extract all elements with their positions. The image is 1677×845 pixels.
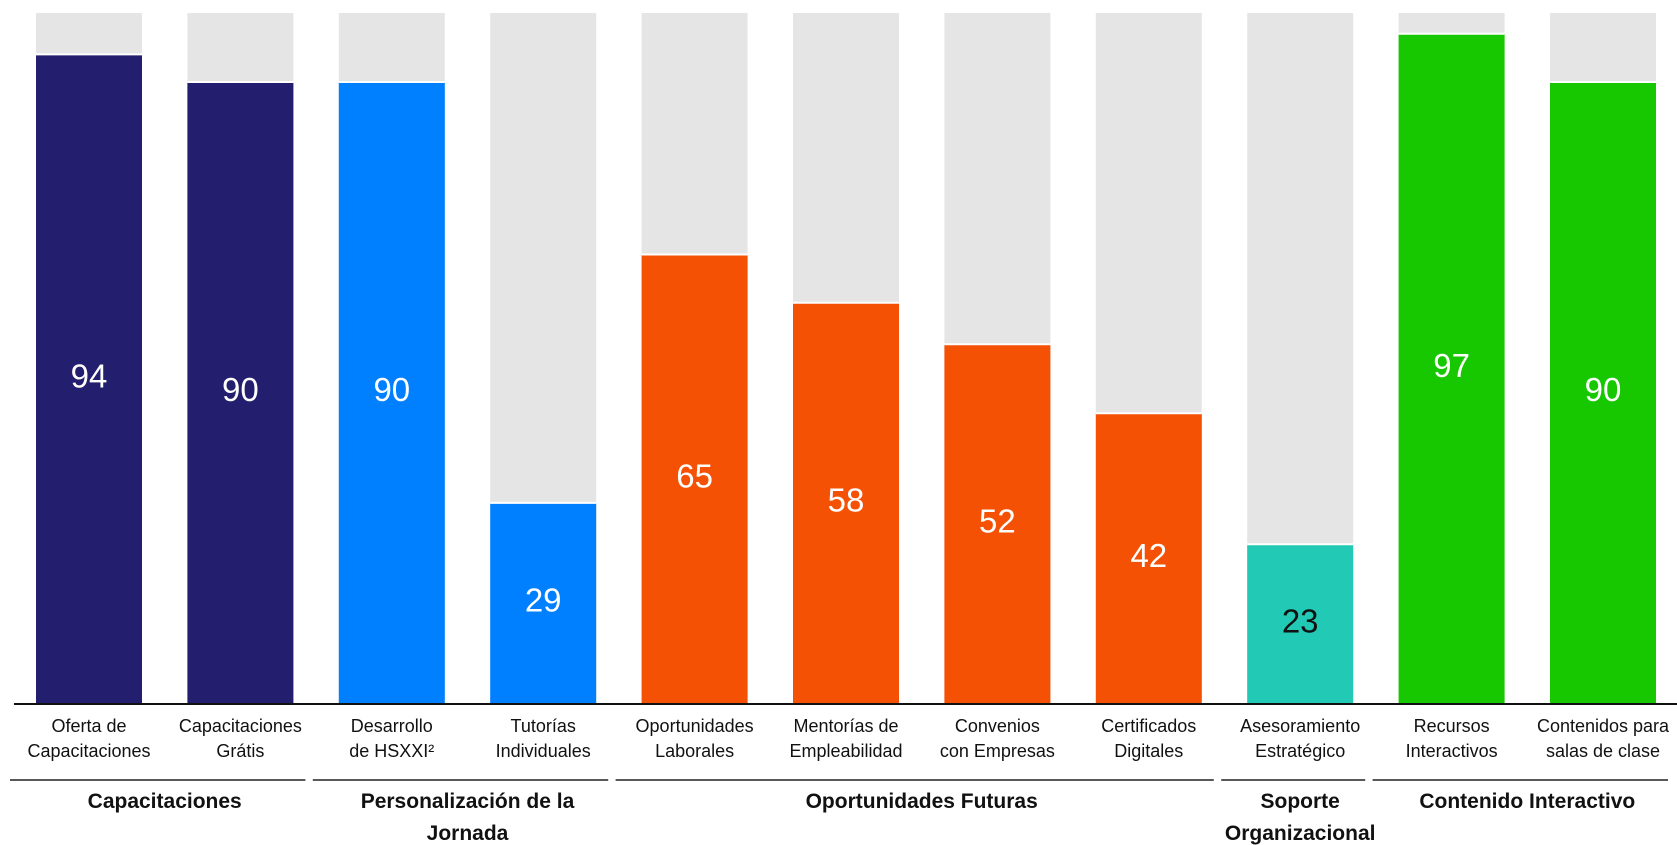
category-label: Digitales [1114,741,1183,761]
bar [1550,82,1656,703]
category-label: Empleabilidad [789,741,902,761]
data-label: 58 [828,482,865,519]
category-label: Interactivos [1406,741,1498,761]
group-label: Contenido Interactivo [1419,790,1635,813]
category-label: Mentorías de [793,716,898,736]
category-label: Individuales [496,741,591,761]
bar [187,82,294,703]
category-label: Certificados [1101,716,1196,736]
category-label: Laborales [655,741,734,761]
data-label: 90 [1585,371,1622,408]
category-label: Capacitaciones [27,741,150,761]
data-label: 90 [373,371,410,408]
category-label: Oferta de [51,716,126,736]
data-label: 52 [979,502,1016,539]
bar [36,54,142,703]
data-label: 29 [525,582,562,619]
category-label: Contenidos para [1537,716,1670,736]
bar [1095,413,1202,703]
bar [490,502,597,703]
category-label: Grátis [216,741,264,761]
category-label: Desarrollo [351,716,433,736]
data-label: 65 [676,457,713,494]
group-label: Organizacional [1225,822,1376,845]
data-label: 23 [1282,602,1319,639]
bar [338,82,445,703]
category-label: Convenios [955,716,1040,736]
group-label: Soporte [1261,790,1340,813]
category-label: Recursos [1414,716,1490,736]
data-label: 90 [222,371,259,408]
category-label: Tutorías [511,716,576,736]
group-label: Capacitaciones [88,790,242,813]
data-label: 42 [1130,537,1167,574]
bar [793,302,899,703]
category-label: con Empresas [940,741,1055,761]
bar [641,254,748,703]
data-label: 94 [71,357,108,394]
group-label: Personalización de la [361,790,575,813]
bar [1398,33,1505,703]
data-label: 97 [1433,347,1470,384]
category-label: Oportunidades [636,716,754,736]
group-label: Jornada [427,822,509,845]
category-label: de HSXXI² [349,741,434,761]
category-label: Asesoramiento [1240,716,1360,736]
group-label: Oportunidades Futuras [806,790,1038,813]
category-label: Estratégico [1255,741,1345,761]
bar [944,344,1051,703]
category-label: salas de clase [1546,741,1660,761]
bar [1247,544,1354,703]
category-label: Capacitaciones [179,716,302,736]
